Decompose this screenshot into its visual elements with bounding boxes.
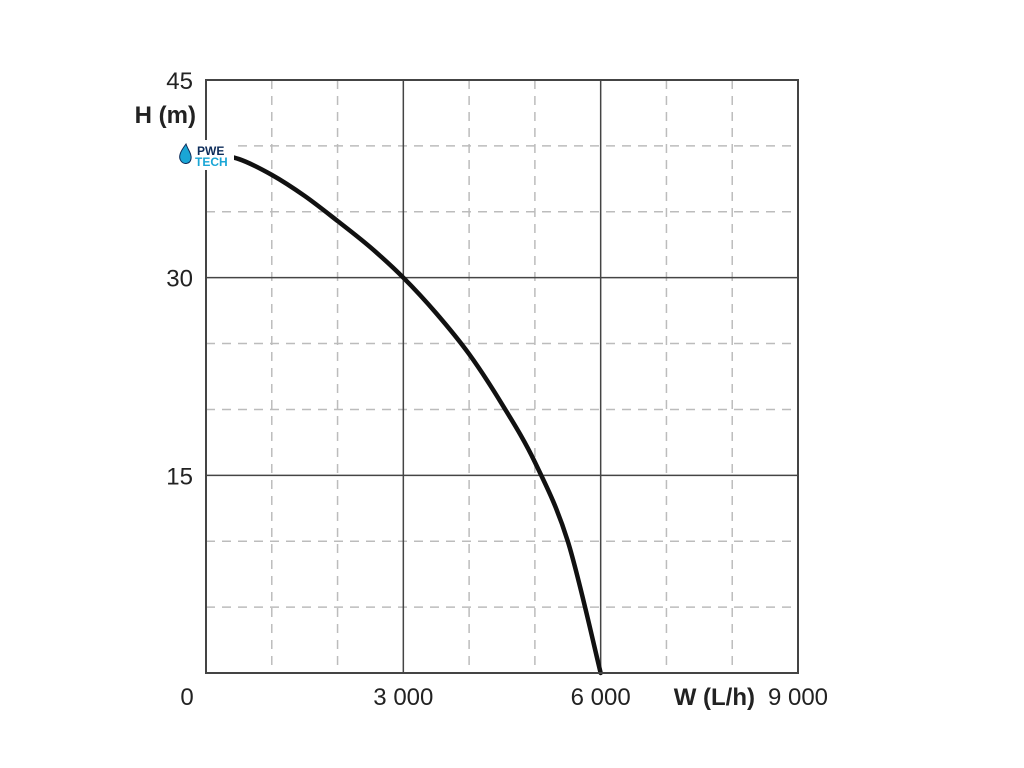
svg-text:TECH: TECH — [195, 155, 228, 169]
grid — [206, 80, 798, 673]
pwe-tech-logo: PWE TECH — [174, 140, 234, 170]
y-axis-title: H (m) — [135, 102, 196, 129]
x-axis-title: W (L/h) — [674, 684, 755, 711]
x-tick-labels: 0 3 000 6 000 9 000 — [180, 684, 828, 711]
x-tick-label: 6 000 — [571, 684, 631, 711]
y-tick-label: 15 — [166, 463, 193, 490]
series-layer — [203, 150, 603, 676]
plot-frame — [205, 79, 799, 674]
y-tick-label: 30 — [166, 266, 193, 293]
x-tick-label: 9 000 — [768, 684, 828, 711]
drop-icon — [179, 142, 192, 164]
x-tick-label: 3 000 — [373, 684, 433, 711]
svg-text:PWE: PWE — [197, 144, 224, 158]
y-tick-label: 45 — [166, 68, 193, 95]
y-tick-labels: 15 30 45 — [166, 68, 193, 490]
x-tick-label: 0 — [180, 684, 193, 711]
series-line-0 — [203, 150, 603, 676]
